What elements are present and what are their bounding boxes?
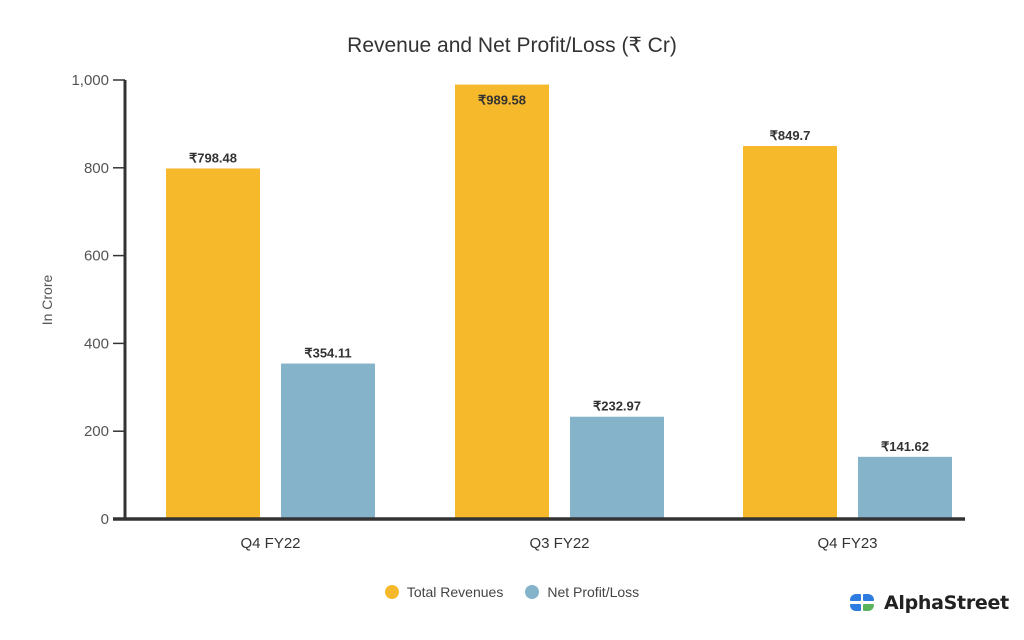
brand-logo: AlphaStreet xyxy=(850,592,1009,614)
y-axis-title: In Crore xyxy=(39,275,55,326)
data-label: ₹989.58 xyxy=(478,93,526,108)
x-tick-label: Q4 FY22 xyxy=(240,535,300,552)
data-label: ₹849.7 xyxy=(770,128,811,143)
data-label: ₹798.48 xyxy=(189,150,237,165)
y-tick-label: 600 xyxy=(84,248,109,265)
data-label: ₹232.97 xyxy=(593,399,641,414)
bar-net-profit-loss-2 xyxy=(858,456,952,519)
bar-total-revenues-1 xyxy=(455,84,549,520)
chart-title: Revenue and Net Profit/Loss (₹ Cr) xyxy=(347,34,677,57)
legend-item-net-profit-loss[interactable]: Net Profit/Loss xyxy=(525,584,639,600)
bar-net-profit-loss-1 xyxy=(570,416,664,519)
brand-name: AlphaStreet xyxy=(884,592,1009,614)
bar-net-profit-loss-0 xyxy=(281,363,375,519)
x-axis: Q4 FY22 Q3 FY22 Q4 FY23 xyxy=(113,517,965,552)
y-tick-label: 1,000 xyxy=(71,72,109,89)
bars-group: ₹798.48 ₹354.11 ₹989.58 ₹232.97 ₹849.7 ₹141.6… xyxy=(166,84,952,520)
bar-total-revenues-0 xyxy=(166,168,260,519)
legend-label: Total Revenues xyxy=(406,584,504,600)
alphastreet-logo-icon xyxy=(850,594,876,612)
data-label: ₹354.11 xyxy=(304,346,351,361)
legend-item-total-revenues[interactable]: Total Revenues xyxy=(384,584,504,600)
legend: Total Revenues Net Profit/Loss xyxy=(0,584,1024,600)
bar-total-revenues-2 xyxy=(743,145,837,520)
legend-swatch-net-profit-loss xyxy=(525,585,540,599)
legend-label: Net Profit/Loss xyxy=(547,584,640,600)
x-tick-label: Q3 FY22 xyxy=(529,535,589,552)
y-tick-label: 0 xyxy=(101,511,109,528)
x-tick-label: Q4 FY23 xyxy=(817,535,877,552)
legend-swatch-total-revenues xyxy=(384,585,399,599)
y-tick-label: 800 xyxy=(84,160,109,177)
data-label: ₹141.62 xyxy=(881,439,929,454)
y-axis: 0 200 400 600 800 1,000 xyxy=(71,72,127,528)
y-tick-label: 200 xyxy=(84,423,109,440)
y-tick-label: 400 xyxy=(84,335,109,352)
